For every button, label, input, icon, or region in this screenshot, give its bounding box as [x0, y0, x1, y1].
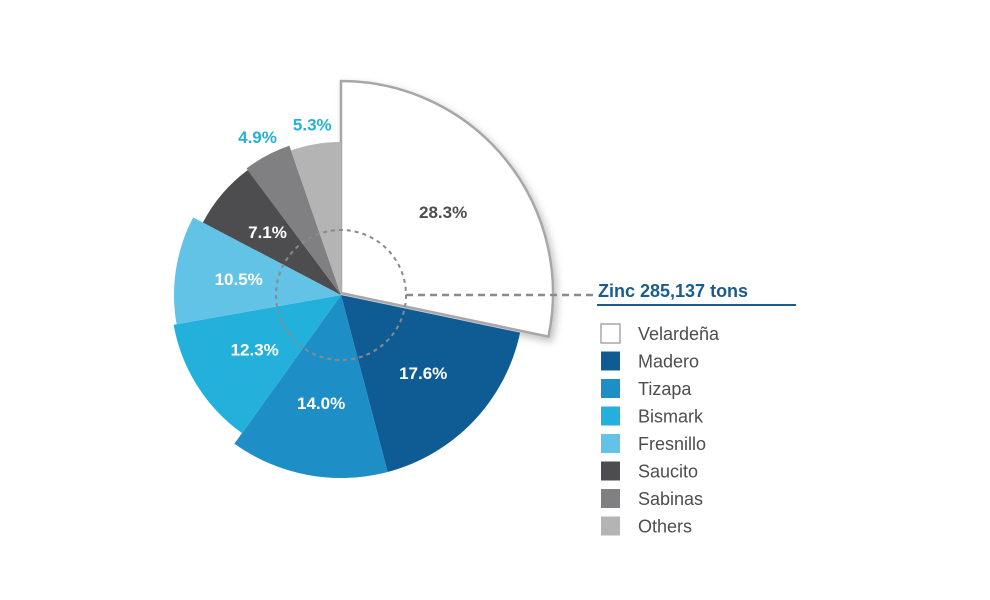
slice-label-saucito: 7.1%	[248, 223, 287, 242]
legend-swatch	[601, 379, 620, 398]
legend-item: Saucito	[601, 461, 698, 482]
legend-swatch	[601, 461, 620, 481]
slice-label-sabinas: 4.9%	[238, 128, 277, 147]
slice-label-tizapa: 14.0%	[297, 394, 345, 413]
legend-item: Bismark	[601, 406, 704, 427]
legend-item: Sabinas	[601, 489, 703, 509]
legend-label: Bismark	[638, 407, 704, 427]
legend-item: Velardeña	[600, 323, 720, 344]
legend-label: Tizapa	[638, 379, 692, 399]
legend-label: Sabinas	[638, 489, 703, 509]
legend-swatch	[601, 351, 620, 371]
legend-swatch	[600, 323, 621, 344]
slice-labels: 28.3% 17.6% 14.0% 12.3% 10.5% 7.1% 4.9% 5.3%	[215, 116, 468, 414]
legend-label: Madero	[638, 352, 699, 372]
legend-swatch	[601, 434, 620, 453]
slice-label-madero: 17.6%	[399, 364, 447, 383]
legend-label: Fresnillo	[638, 434, 706, 454]
slice-label-others: 5.3%	[293, 116, 332, 135]
legend-item: Tizapa	[601, 379, 692, 399]
legend-swatch	[601, 489, 620, 508]
pie-slice-bismark	[173, 295, 341, 434]
pie-slice-saucito	[202, 169, 341, 295]
legend-label: Others	[638, 517, 692, 537]
slice-label-velarde-a: 28.3%	[419, 203, 467, 222]
legend-item: Madero	[601, 351, 699, 372]
legend-label: Saucito	[638, 462, 698, 482]
pie-slice-fresnillo	[174, 217, 341, 325]
legend: Velardeña Madero Tizapa Bismark Fresnillo Sau…	[600, 323, 720, 537]
pie-slice-others	[290, 142, 341, 295]
slice-label-fresnillo: 10.5%	[215, 270, 263, 289]
pie-slice-madero	[341, 295, 521, 472]
legend-item: Fresnillo	[601, 434, 706, 454]
legend-item: Others	[601, 516, 692, 537]
pie-slice-velarde-a	[339, 79, 555, 339]
pie-slices	[173, 79, 555, 478]
pie-slice-tizapa	[234, 295, 388, 478]
legend-label: Velardeña	[638, 324, 720, 344]
slice-label-bismark: 12.3%	[231, 340, 279, 359]
legend-title: Zinc 285,137 tons	[598, 281, 748, 301]
pie-slice-sabinas	[246, 145, 341, 295]
legend-swatch	[601, 406, 620, 426]
legend-swatch	[601, 516, 620, 536]
